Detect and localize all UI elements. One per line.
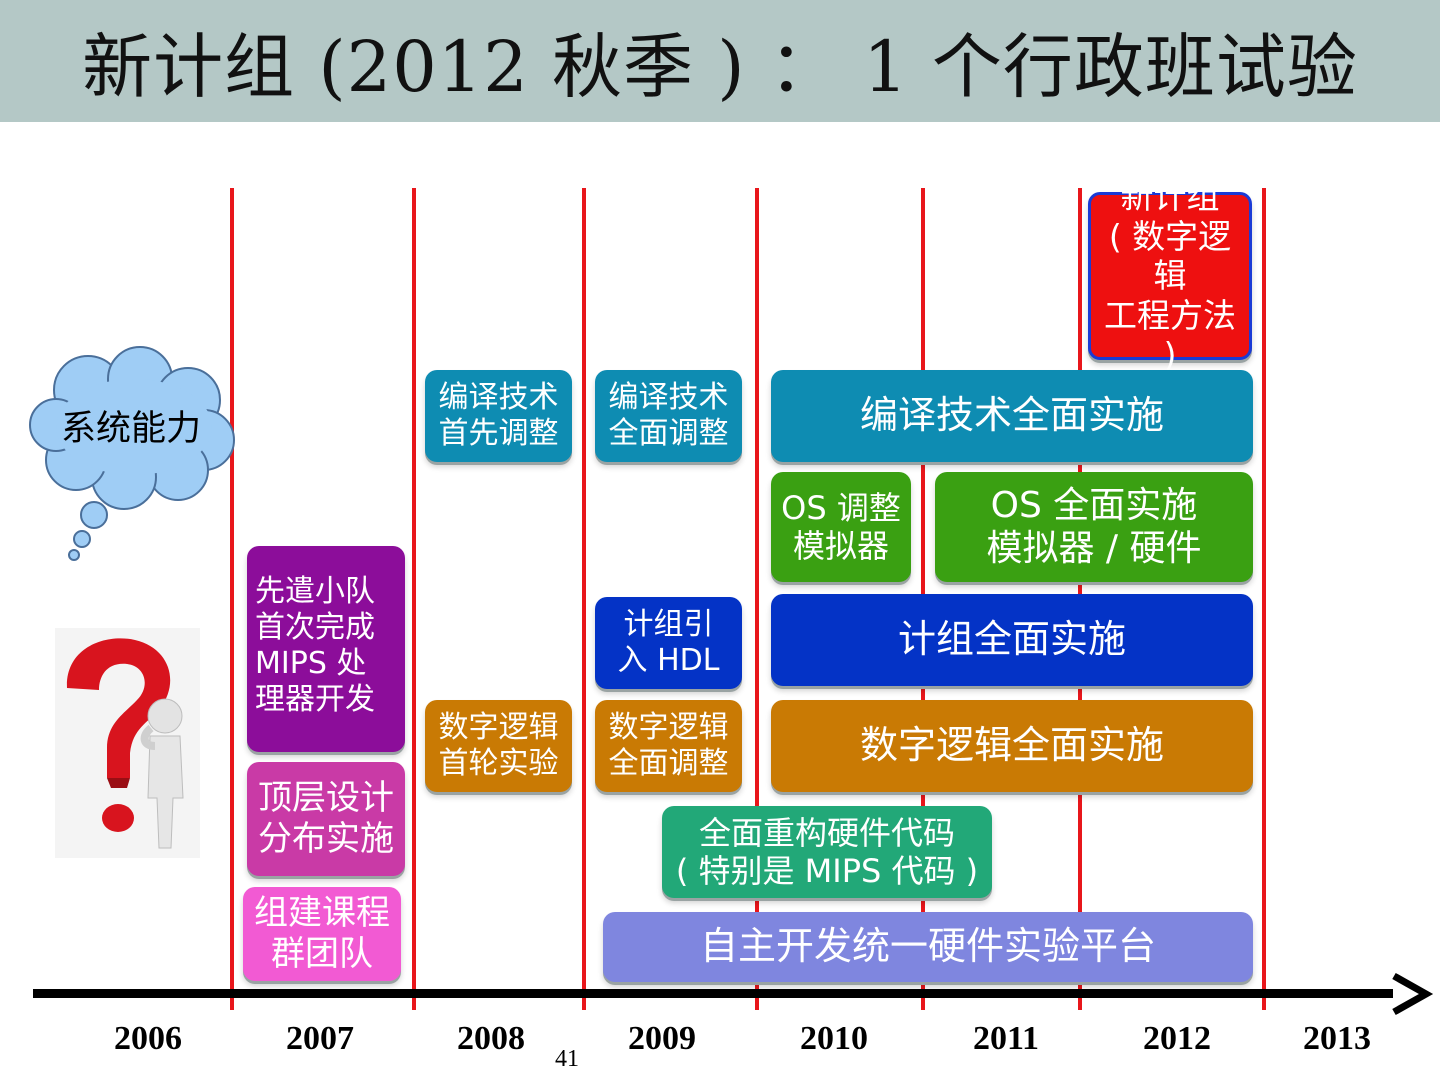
co-full-impl-box: 计组全面实施 bbox=[771, 594, 1253, 686]
rebuild-hardware-code-box: 全面重构硬件代码 ( 特别是 MIPS 代码 ) bbox=[662, 806, 992, 898]
title-bar: 新计组 (2012 秋季 ) ： 1 个行政班试验 bbox=[0, 0, 1440, 122]
arrow-right-icon bbox=[1392, 972, 1434, 1016]
year-divider-line bbox=[582, 188, 586, 1010]
year-divider-line bbox=[230, 188, 234, 1010]
box-label: 顶层设计 分布实施 bbox=[258, 778, 394, 859]
year-label: 2009 bbox=[628, 1020, 696, 1057]
timeline-axis bbox=[33, 989, 1393, 998]
box-label: 数字逻辑 全面调整 bbox=[608, 710, 729, 781]
box-label: 编译技术 全面调整 bbox=[608, 380, 729, 451]
digital-full-adjust-box: 数字逻辑 全面调整 bbox=[595, 700, 742, 792]
box-label: 先遣小队 首次完成 MIPS 处 理器开发 bbox=[255, 574, 375, 717]
year-label: 2008 bbox=[457, 1020, 525, 1057]
digital-first-exp-box: 数字逻辑 首轮实验 bbox=[425, 700, 572, 792]
year-label: 2010 bbox=[800, 1020, 868, 1057]
box-label: 全面重构硬件代码 ( 特别是 MIPS 代码 ) bbox=[675, 813, 979, 890]
box-label: 计组引 入 HDL bbox=[617, 607, 720, 678]
year-label: 2006 bbox=[114, 1020, 182, 1057]
new-curriculum-box: 新计组 ( 数字逻辑 工程方法 ) bbox=[1088, 177, 1252, 374]
box-label: 编译技术全面实施 bbox=[859, 393, 1164, 438]
slide-title: 新计组 (2012 秋季 ) ： 1 个行政班试验 bbox=[82, 25, 1358, 108]
year-divider-line bbox=[412, 188, 416, 1010]
compiler-full-adjust-box: 编译技术 全面调整 bbox=[595, 370, 742, 462]
question-mark-person-icon bbox=[55, 628, 200, 858]
year-divider-line bbox=[1262, 188, 1266, 1010]
compiler-full-impl-box: 编译技术全面实施 bbox=[771, 370, 1253, 462]
thought-cloud-icon bbox=[29, 346, 235, 561]
digital-full-impl-box: 数字逻辑全面实施 bbox=[771, 700, 1253, 792]
box-label: 编译技术 首先调整 bbox=[438, 380, 559, 451]
course-team-box: 组建课程 群团队 bbox=[243, 887, 401, 981]
page-number: 41 bbox=[555, 1046, 579, 1072]
box-label: 数字逻辑全面实施 bbox=[859, 723, 1164, 768]
hdl-intro-box: 计组引 入 HDL bbox=[595, 597, 742, 689]
hardware-platform-box: 自主开发统一硬件实验平台 bbox=[603, 912, 1253, 982]
box-label: OS 调整 模拟器 bbox=[781, 488, 901, 565]
year-label: 2011 bbox=[972, 1020, 1040, 1057]
box-label: 计组全面实施 bbox=[897, 617, 1126, 662]
top-level-design-box: 顶层设计 分布实施 bbox=[247, 762, 405, 876]
vanguard-team-box: 先遣小队 首次完成 MIPS 处 理器开发 bbox=[247, 546, 405, 752]
year-divider-line bbox=[755, 188, 759, 1010]
cloud-label: 系统能力 bbox=[60, 409, 201, 449]
box-label: 数字逻辑 首轮实验 bbox=[438, 710, 559, 781]
box-label: 自主开发统一硬件实验平台 bbox=[699, 924, 1156, 969]
os-full-impl-box: OS 全面实施 模拟器 / 硬件 bbox=[935, 472, 1253, 582]
year-label: 2007 bbox=[286, 1020, 354, 1057]
box-label: OS 全面实施 模拟器 / 硬件 bbox=[986, 484, 1202, 569]
compiler-first-adjust-box: 编译技术 首先调整 bbox=[425, 370, 572, 462]
box-label: 新计组 ( 数字逻辑 工程方法 ) bbox=[1104, 177, 1236, 375]
os-adjust-box: OS 调整 模拟器 bbox=[771, 472, 911, 582]
year-label: 2013 bbox=[1303, 1020, 1371, 1057]
year-label: 2012 bbox=[1143, 1020, 1211, 1057]
box-label: 组建课程 群团队 bbox=[254, 893, 390, 974]
